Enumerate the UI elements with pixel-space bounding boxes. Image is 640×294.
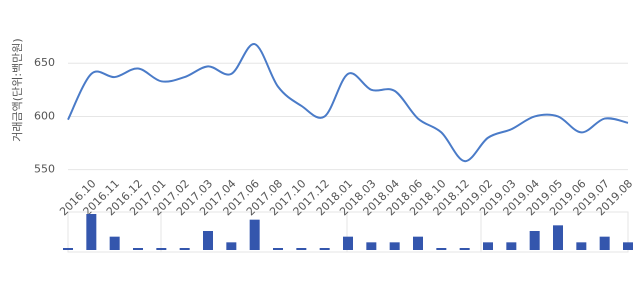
volume-bar <box>436 248 447 250</box>
volume-bar <box>623 242 633 250</box>
volume-bar <box>459 248 470 250</box>
volume-bar <box>576 242 587 250</box>
volume-bar <box>273 248 283 250</box>
volume-bar <box>156 248 167 250</box>
volume-bar <box>506 242 517 250</box>
volume-bar <box>599 236 610 250</box>
y-axis-title: 거래금액(단위:백만원) <box>11 38 24 141</box>
volume-bar <box>63 248 73 250</box>
volume-bar <box>343 236 353 250</box>
volume-bar <box>366 242 377 250</box>
volume-bar <box>203 231 213 250</box>
price-line <box>67 43 629 163</box>
volume-bar <box>226 242 237 250</box>
volume-bar <box>86 214 97 250</box>
y-tick-label: 550 <box>34 163 55 176</box>
volume-bar <box>109 236 120 250</box>
volume-panel <box>67 211 629 253</box>
y-tick-label: 600 <box>34 109 55 122</box>
volume-bar <box>179 248 190 250</box>
volume-bar <box>413 236 423 250</box>
volume-bar <box>296 248 307 250</box>
volume-bar <box>319 248 330 250</box>
volume-bar <box>553 225 563 250</box>
volume-bar <box>529 231 540 250</box>
y-tick-label: 650 <box>34 56 55 69</box>
volume-bar <box>133 248 143 250</box>
volume-bar <box>389 242 400 250</box>
volume-bar <box>249 219 260 250</box>
volume-bar <box>483 242 493 250</box>
